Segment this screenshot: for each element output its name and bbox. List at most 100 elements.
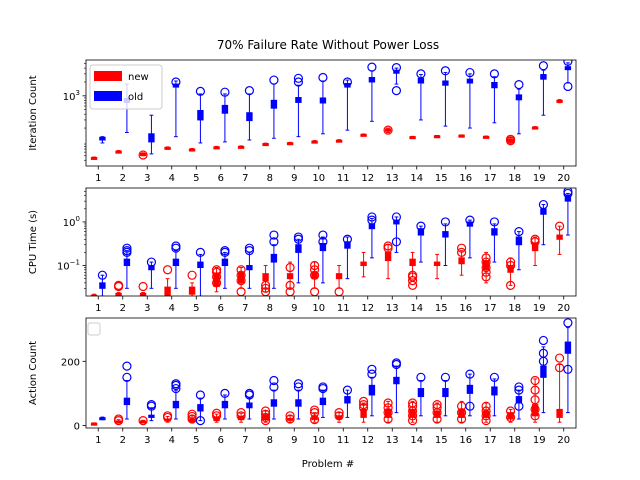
x-axis-ticks: 1 2 3 4 5 6 7 8 9 10 11 12 13 14 15 16 17 18 19 20 xyxy=(95,296,570,314)
flier-point xyxy=(122,361,132,371)
box-new-7 xyxy=(236,265,246,296)
box-new-9 xyxy=(286,141,294,146)
series-new xyxy=(90,221,565,296)
flier-point xyxy=(407,401,418,411)
box-old-13 xyxy=(391,358,402,414)
flier-point xyxy=(416,372,426,382)
box-new-2 xyxy=(115,150,122,154)
box-new-18 xyxy=(505,257,516,291)
series-old xyxy=(97,188,573,296)
flier-point xyxy=(456,243,467,253)
box-new-20 xyxy=(554,353,565,423)
x-axis-ticks: 1 2 3 4 5 6 7 8 9 10 11 12 13 14 15 16 17 18 19 20 xyxy=(95,166,570,184)
box-old-1 xyxy=(97,270,108,296)
box-body xyxy=(99,282,106,289)
x-tick-label: 4 xyxy=(169,173,175,184)
flier-point xyxy=(260,412,271,423)
box-new-4 xyxy=(162,411,173,423)
box-new-5 xyxy=(187,409,197,424)
flier-point xyxy=(309,405,320,415)
flier-point xyxy=(530,237,540,247)
flier-point xyxy=(122,243,132,253)
x-tick-label: 4 xyxy=(169,303,175,314)
x-tick-label: 16 xyxy=(459,303,472,314)
x-tick-label: 11 xyxy=(337,303,350,314)
x-tick-label: 14 xyxy=(410,303,423,314)
box-new-4 xyxy=(164,146,171,150)
box-body xyxy=(442,388,449,398)
box-body xyxy=(491,386,498,396)
y-axis-label: CPU Time (s) xyxy=(28,210,39,274)
flier-point xyxy=(456,408,467,418)
box-old-1 xyxy=(99,416,106,421)
flier-point xyxy=(489,69,500,79)
panel-cpu: 1 2 3 4 5 6 7 8 9 10 11 12 13 14 15 16 17 18 19 2010−1100CP… xyxy=(28,187,577,314)
x-tick-label: 16 xyxy=(459,435,472,446)
flier-point xyxy=(465,215,475,225)
flier-point xyxy=(138,416,148,426)
flier-point xyxy=(481,416,491,426)
flier-point xyxy=(293,382,304,392)
flier-point xyxy=(342,234,353,244)
legend-label-old: old xyxy=(128,92,143,103)
box-body xyxy=(540,365,547,378)
box-new-1 xyxy=(90,422,98,426)
box-old-6 xyxy=(220,388,230,420)
box-new-16 xyxy=(456,400,467,424)
flier-point xyxy=(138,281,148,292)
flier-point xyxy=(358,403,369,413)
flier-point xyxy=(391,237,402,247)
flier-point xyxy=(530,395,540,405)
box-new-12 xyxy=(358,396,369,423)
box-new-1 xyxy=(90,156,98,160)
box-new-11 xyxy=(335,139,343,143)
axes-frame xyxy=(85,59,577,167)
box-old-11 xyxy=(342,77,353,131)
flier-point xyxy=(342,385,353,395)
flier-point xyxy=(309,260,320,271)
flier-point xyxy=(293,379,304,389)
box-old-9 xyxy=(293,73,304,138)
x-tick-label: 10 xyxy=(312,435,325,446)
flier-point xyxy=(236,276,246,286)
flier-point xyxy=(285,280,295,291)
box-old-19 xyxy=(538,199,549,246)
flier-point xyxy=(318,382,328,392)
box-old-14 xyxy=(416,69,426,121)
panel-data xyxy=(90,318,573,426)
flier-point xyxy=(505,260,516,271)
box-old-13 xyxy=(391,63,402,96)
flier-point xyxy=(318,237,328,247)
flier-point xyxy=(391,85,402,96)
flier-point xyxy=(171,383,181,394)
flier-point xyxy=(407,276,418,286)
box-old-13 xyxy=(391,212,402,253)
x-tick-label: 17 xyxy=(484,435,497,446)
flier-point xyxy=(514,385,524,395)
flier-point xyxy=(563,364,573,374)
box-body xyxy=(319,243,327,252)
box-old-17 xyxy=(489,217,500,263)
flier-point xyxy=(220,388,230,398)
flier-point xyxy=(187,414,197,424)
flier-point xyxy=(432,403,442,413)
box-old-8 xyxy=(269,230,279,289)
flier-point xyxy=(358,396,369,406)
flier-point xyxy=(481,406,491,416)
box-old-10 xyxy=(318,230,328,284)
box-old-5 xyxy=(195,86,206,144)
box-body xyxy=(384,408,392,418)
series-new xyxy=(90,353,565,426)
x-tick-label: 11 xyxy=(337,435,350,446)
x-tick-label: 6 xyxy=(218,435,224,446)
y-axis-ticks: 103 xyxy=(63,89,86,103)
flier-point xyxy=(456,247,467,258)
box-new-15 xyxy=(432,399,442,424)
box-body xyxy=(458,408,465,418)
box-new-12 xyxy=(360,133,367,137)
x-tick-label: 9 xyxy=(291,435,297,446)
flier-point xyxy=(481,411,491,421)
box-new-19 xyxy=(530,234,540,267)
box-new-2 xyxy=(113,414,124,426)
flier-point xyxy=(367,62,377,72)
